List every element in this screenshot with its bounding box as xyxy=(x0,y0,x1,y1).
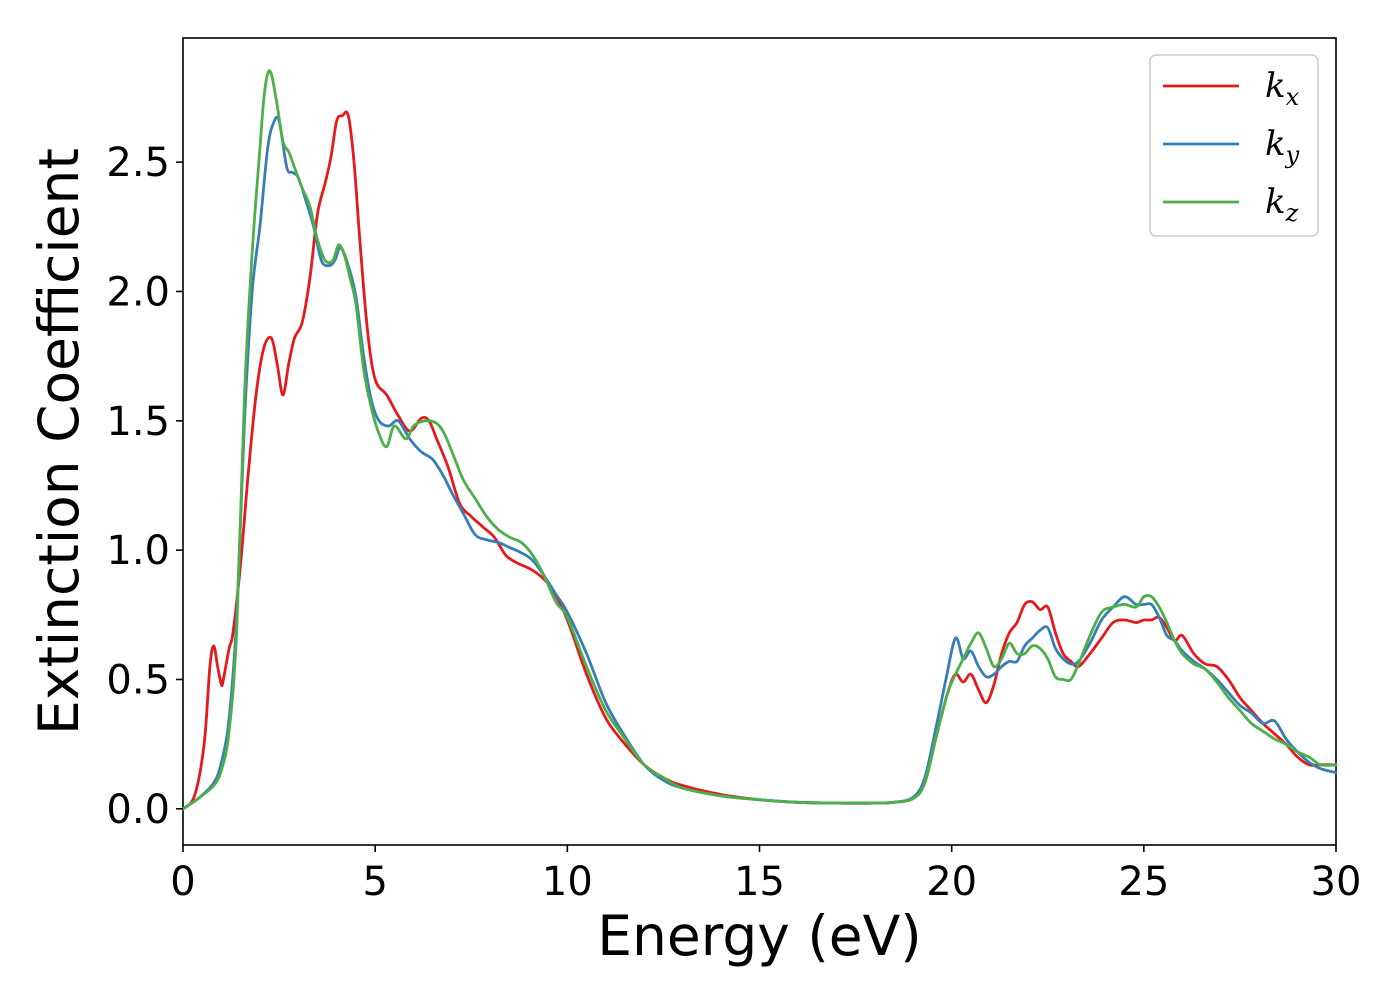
y-tick-label: 0.5 xyxy=(106,657,170,703)
y-axis-ticks: 0.0 0.5 1.0 1.5 2.0 2.5 xyxy=(106,140,183,833)
series-layer xyxy=(181,69,1338,811)
y-tick-label: 0.0 xyxy=(106,787,170,833)
x-tick-label: 10 xyxy=(542,859,593,905)
legend-subscript: z xyxy=(1285,199,1299,227)
y-axis-title: Extinction Coefficient xyxy=(27,148,91,735)
y-tick-label: 2.0 xyxy=(106,269,170,315)
y-tick-label: 2.5 xyxy=(106,140,170,186)
legend-subscript: x xyxy=(1286,83,1300,111)
x-tick-label: 20 xyxy=(926,859,977,905)
x-axis-ticks: 0 5 10 15 20 25 30 xyxy=(170,845,1361,905)
plot-frame xyxy=(182,37,1337,846)
y-tick-label: 1.5 xyxy=(106,399,170,445)
series-line-kz xyxy=(181,69,1338,811)
legend-box xyxy=(1149,54,1319,237)
x-tick-label: 5 xyxy=(362,859,387,905)
x-tick-label: 25 xyxy=(1118,859,1169,905)
x-axis-title: Energy (eV) xyxy=(597,904,921,968)
y-tick-label: 1.0 xyxy=(106,528,170,574)
x-tick-label: 15 xyxy=(734,859,785,905)
x-tick-label: 0 xyxy=(170,859,195,905)
legend-subscript: y xyxy=(1285,141,1300,169)
x-tick-label: 30 xyxy=(1311,859,1362,905)
